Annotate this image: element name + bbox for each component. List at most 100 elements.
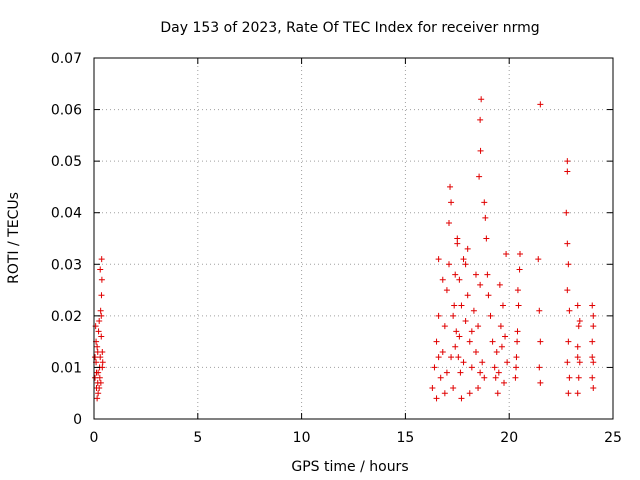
y-tick-label: 0.04 [51, 206, 82, 222]
y-tick-label: 0.05 [51, 154, 82, 170]
data-point [445, 261, 452, 268]
y-tick-label: 0.02 [51, 309, 82, 325]
data-point [536, 364, 543, 371]
data-point [564, 240, 571, 247]
data-point [94, 395, 101, 402]
data-point [458, 302, 465, 309]
data-point [451, 302, 458, 309]
data-point [453, 328, 460, 335]
data-point [476, 173, 483, 180]
data-point [457, 369, 464, 376]
x-tick-label: 15 [396, 430, 414, 446]
y-tick-label: 0.06 [51, 103, 82, 119]
data-point [589, 354, 596, 361]
data-point [98, 256, 105, 263]
data-point [514, 328, 521, 335]
y-axis-ticks: 0 0.01 0.02 0.03 0.04 0.05 0.06 0.07 [51, 51, 613, 428]
data-point [516, 266, 523, 273]
x-tick-label: 10 [293, 430, 311, 446]
data-point [589, 338, 596, 345]
data-point [468, 364, 475, 371]
data-point [576, 318, 583, 325]
data-point [97, 266, 104, 273]
data-point [443, 287, 450, 294]
data-point [494, 390, 501, 397]
data-point [464, 245, 471, 252]
data-point [94, 343, 101, 350]
data-point [483, 235, 490, 242]
data-point [565, 338, 572, 345]
data-points [92, 96, 597, 402]
data-point [470, 307, 477, 314]
data-point [513, 354, 520, 361]
data-point [99, 359, 106, 366]
data-point [435, 354, 442, 361]
data-point [566, 307, 573, 314]
data-point [489, 338, 496, 345]
data-point [96, 318, 103, 325]
data-point [456, 333, 463, 340]
data-point [574, 343, 581, 350]
data-point [576, 359, 583, 366]
y-tick-label: 0.07 [51, 51, 82, 67]
data-point [564, 168, 571, 175]
data-point [97, 354, 104, 361]
data-point [466, 390, 473, 397]
data-point [491, 364, 498, 371]
data-point [477, 369, 484, 376]
data-point [589, 374, 596, 381]
data-point [566, 374, 573, 381]
data-point [565, 390, 572, 397]
data-point [516, 250, 523, 257]
data-point [504, 359, 511, 366]
x-tick-label: 0 [90, 430, 99, 446]
x-tick-label: 25 [604, 430, 622, 446]
y-tick-label: 0 [73, 412, 82, 428]
y-tick-label: 0.03 [51, 257, 82, 273]
data-point [515, 302, 522, 309]
data-point [496, 281, 503, 288]
data-point [99, 348, 106, 355]
data-point [590, 385, 597, 392]
data-point [96, 374, 103, 381]
data-point [435, 312, 442, 319]
data-point [429, 385, 436, 392]
chart-title: Day 153 of 2023, Rate Of TEC Index for r… [160, 20, 539, 36]
data-point [472, 348, 479, 355]
data-point [448, 199, 455, 206]
data-point [478, 96, 485, 103]
data-point [590, 359, 597, 366]
data-point [501, 379, 508, 386]
data-point [95, 390, 102, 397]
data-point [460, 256, 467, 263]
data-point [458, 395, 465, 402]
data-point [431, 364, 438, 371]
data-point [502, 333, 509, 340]
data-point [454, 235, 461, 242]
data-point [563, 209, 570, 216]
data-point [537, 101, 544, 108]
data-point [503, 250, 510, 257]
data-point [492, 374, 499, 381]
data-point [485, 292, 492, 299]
data-point [466, 338, 473, 345]
data-point [487, 312, 494, 319]
data-point [439, 348, 446, 355]
data-point [437, 374, 444, 381]
data-point [479, 359, 486, 366]
x-axis-label: GPS time / hours [291, 459, 408, 475]
data-point [575, 323, 582, 330]
data-point [433, 338, 440, 345]
data-point [97, 307, 104, 314]
data-point [464, 292, 471, 299]
data-point [564, 158, 571, 165]
data-point [477, 147, 484, 154]
data-point [484, 271, 491, 278]
data-point [497, 323, 504, 330]
data-point [477, 116, 484, 123]
data-point [481, 374, 488, 381]
data-point [589, 302, 596, 309]
data-point [452, 271, 459, 278]
x-tick-label: 5 [193, 430, 202, 446]
data-point [475, 385, 482, 392]
